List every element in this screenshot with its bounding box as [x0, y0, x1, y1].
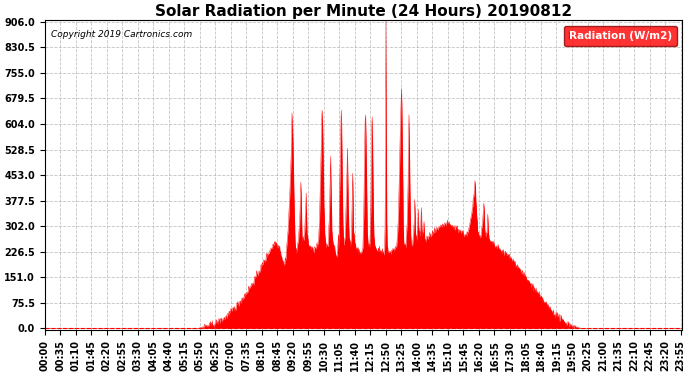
Title: Solar Radiation per Minute (24 Hours) 20190812: Solar Radiation per Minute (24 Hours) 20…: [155, 4, 572, 19]
Legend: Radiation (W/m2): Radiation (W/m2): [564, 26, 677, 46]
Text: Copyright 2019 Cartronics.com: Copyright 2019 Cartronics.com: [51, 30, 193, 39]
